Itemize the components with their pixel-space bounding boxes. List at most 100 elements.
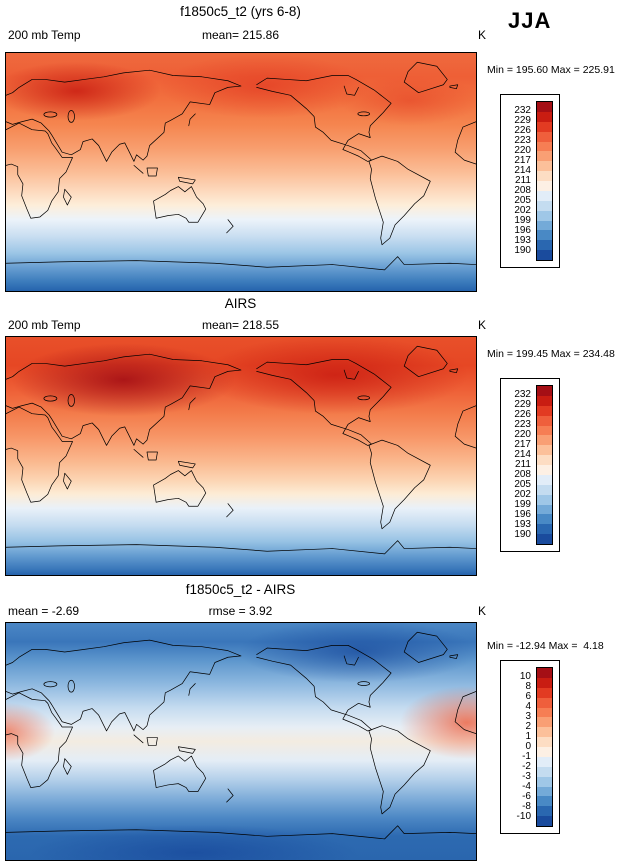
colorbar-chip [537,727,552,738]
colorbar-tick-label: 202 [514,489,531,500]
colorbar-chip [537,776,552,787]
colorbar-tick-label: 223 [514,419,531,430]
colorbar-tick-label: 1 [525,731,531,742]
colorbar-tick-label: -1 [522,751,531,762]
colorbar-tick-label: 220 [514,429,531,440]
colorbar-chip [537,677,552,688]
colorbar-chip [537,190,552,201]
panel3-units-label: K [477,604,486,618]
colorbar-tick-label: -4 [522,781,531,792]
panel3-rmse-label: rmse = 3.92 [208,604,273,618]
colorbar-chip [537,766,552,777]
panel1-field-label: 200 mb Temp [8,28,81,42]
colorbar-tick-label: 199 [514,499,531,510]
colorbar-chip [537,474,552,485]
colorbar-chip [537,230,552,241]
colorbar-tick-label: 205 [514,195,531,206]
colorbar-chip [537,756,552,767]
panel1-title: f1850c5_t2 (yrs 6-8) [180,4,301,19]
colorbar-tick-label: -6 [522,791,531,802]
colorbar-tick-label: 211 [515,175,531,186]
panel2-title: AIRS [224,296,257,311]
colorbar-chip [537,240,552,251]
colorbar-tick-label: 2 [525,721,531,732]
colorbar-chip [537,816,552,826]
colorbar-tick-label: 0 [525,741,531,752]
colorbar-tick-label: 205 [514,479,531,490]
colorbar-tick-label: 10 [519,671,531,682]
colorbar-chip [537,102,552,112]
panel2-map [5,336,477,576]
panel1-minmax: Min = 195.60 Max = 225.91 [487,64,615,76]
colorbar-chip [537,386,552,396]
colorbar-chip [537,220,552,231]
panel2-mean-label: mean= 218.55 [201,318,280,332]
colorbar-chip [537,151,552,162]
colorbar-chip [537,534,552,544]
panel1-map [5,52,477,292]
colorbar-tick-label: 6 [525,691,531,702]
colorbar-tick-label: -8 [522,801,531,812]
colorbar-tick-label: 211 [515,459,531,470]
colorbar-tick-label: 208 [514,469,531,480]
panel3-map [5,622,477,861]
panel1-units-label: K [477,28,486,42]
season-label: JJA [508,8,552,33]
colorbar-tick-label: -2 [522,761,531,772]
colorbar-chip [537,514,552,525]
colorbar-tick-label: 232 [514,389,531,400]
colorbar-chip [537,717,552,728]
panel2-field-label: 200 mb Temp [8,318,81,332]
colorbar-chip [537,250,552,260]
colorbar-chip [537,494,552,505]
colorbar-strip [536,101,553,261]
panel1-colorbar: 232 229 226 223 220 217 214 211 208 205 202 199 196 1… [500,94,560,268]
colorbar-chip [537,111,552,122]
panel3-mean-label: mean = -2.69 [8,604,80,618]
colorbar-chip [537,786,552,797]
colorbar-chip [537,181,552,191]
colorbar-chip [537,425,552,436]
panel1-coastlines [6,61,476,271]
colorbar-tick-label: 202 [514,205,531,216]
colorbar-tick-label: 232 [514,105,531,116]
colorbar-chip [537,395,552,406]
colorbar-tick-label: 193 [514,519,531,530]
colorbar-tick-label: 190 [514,529,531,540]
colorbar-tick-label: 226 [514,125,531,136]
colorbar-labels: 232 229 226 223 220 217 214 211 208 205 202 199 196 1… [507,385,531,545]
colorbar-chip [537,415,552,426]
colorbar-tick-label: 4 [525,701,531,712]
colorbar-chip [537,141,552,152]
colorbar-chip [537,210,552,221]
colorbar-tick-label: 199 [514,215,531,226]
panel2-minmax: Min = 199.45 Max = 234.48 [487,348,615,360]
colorbar-tick-label: 8 [525,681,531,692]
colorbar-chip [537,465,552,475]
colorbar-chip [537,524,552,535]
panel3-coastlines [6,631,476,840]
colorbar-tick-label: 229 [514,399,531,410]
colorbar-labels: 232 229 226 223 220 217 214 211 208 205 202 199 196 1… [507,101,531,261]
colorbar-chip [537,668,552,678]
colorbar-tick-label: -10 [516,811,531,822]
colorbar-chip [537,747,552,757]
colorbar-tick-label: -3 [522,771,531,782]
colorbar-chip [537,200,552,211]
colorbar-chip [537,171,552,181]
colorbar-tick-label: 217 [514,439,531,450]
colorbar-chip [537,405,552,416]
colorbar-tick-label: 214 [514,165,531,176]
colorbar-chip [537,796,552,807]
colorbar-chip [537,445,552,456]
colorbar-tick-label: 223 [514,135,531,146]
panel2-colorbar: 232 229 226 223 220 217 214 211 208 205 202 199 196 1… [500,378,560,552]
panel3-minmax: Min = -12.94 Max = 4.18 [487,640,604,652]
colorbar-tick-label: 217 [514,155,531,166]
colorbar-chip [537,455,552,465]
colorbar-labels: 10 8 6 4 3 2 1 0 -1 -2 -3 -4 -6 -8 -10 [507,667,531,827]
colorbar-chip [537,484,552,495]
panel2-units-label: K [477,318,486,332]
colorbar-chip [537,806,552,817]
